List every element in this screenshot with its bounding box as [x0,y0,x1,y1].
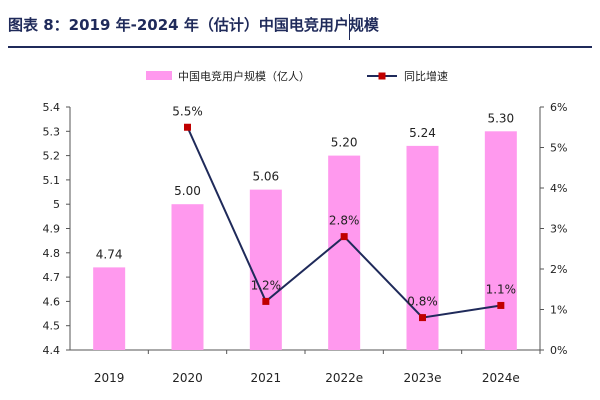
right-tick-label: 4% [550,182,567,195]
left-tick-label: 4.5 [43,320,61,333]
left-tick-label: 4.4 [43,344,61,357]
title-rule [8,46,592,48]
legend-line-label: 同比增速 [404,69,448,83]
right-tick-label: 3% [550,223,567,236]
legend: 中国电竞用户规模（亿人） 同比增速 [146,69,448,83]
left-tick-label: 5.3 [43,125,61,138]
growth-value-label: 1.1% [486,282,517,296]
left-tick-label: 4.9 [43,223,61,236]
bars [93,131,517,350]
axes: 4.4 4.5 4.6 4.7 4.8 4.9 5 5.1 5.2 5.3 5.4 0% 1% 2% 3% 4… [43,101,568,385]
bar-value-label: 5.00 [174,184,201,198]
x-tick-label: 2020 [172,371,203,385]
bar-value-label: 5.20 [331,136,358,150]
legend-line-marker [378,72,386,80]
bar-value-label: 5.24 [409,126,436,140]
legend-bar-swatch [146,71,172,80]
x-tick-label: 2021 [251,371,282,385]
data-labels: 4.74 5.00 5.06 5.20 5.24 5.30 5.5% 1.2% 2.8% 0.8%… [96,104,516,308]
title-cursor-mark [349,14,350,40]
bar [93,267,126,350]
left-tick-label: 4.8 [43,247,61,260]
legend-bar-label: 中国电竞用户规模（亿人） [178,69,310,83]
growth-value-label: 0.8% [407,295,438,309]
bar [484,131,517,350]
growth-point [262,297,270,305]
bar-value-label: 5.30 [487,111,514,125]
left-tick-label: 5.4 [43,101,61,114]
growth-point [340,233,348,241]
x-tick-label: 2019 [94,371,125,385]
figure-title: 图表 8：2019 年-2024 年（估计）中国电竞用户规模 [8,16,379,34]
left-tick-label: 4.7 [43,271,61,284]
left-tick-label: 5 [53,198,60,211]
left-tick-label: 5.2 [43,150,61,163]
x-tick-label: 2024e [482,371,520,385]
right-tick-label: 6% [550,101,567,114]
bar [328,155,361,350]
right-tick-label: 0% [550,344,567,357]
bar-value-label: 5.06 [252,170,279,184]
left-tick-label: 5.1 [43,174,61,187]
left-tick-label: 4.6 [43,295,61,308]
right-tick-label: 5% [550,142,567,155]
growth-point [184,123,191,131]
growth-point [497,301,505,309]
growth-value-label: 2.8% [329,214,360,228]
right-tick-label: 1% [550,304,567,317]
growth-value-label: 1.2% [251,278,282,292]
growth-value-label: 5.5% [172,104,203,118]
bar-value-label: 4.74 [96,247,123,261]
x-tick-label: 2023e [404,371,442,385]
x-tick-label: 2022e [325,371,363,385]
bar [249,189,282,350]
growth-line [184,123,505,322]
bar [171,204,204,350]
growth-point [419,314,426,322]
right-tick-label: 2% [550,263,567,276]
